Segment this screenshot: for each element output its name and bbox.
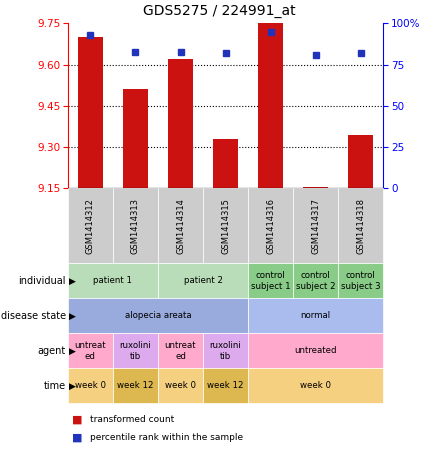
Text: agent: agent	[38, 346, 66, 356]
Bar	[213, 139, 238, 188]
Text: transformed count: transformed count	[90, 414, 174, 424]
Text: ■: ■	[72, 414, 83, 424]
Text: control
subject 2: control subject 2	[296, 271, 336, 291]
Text: untreated: untreated	[294, 347, 337, 356]
Text: ▶: ▶	[69, 312, 76, 320]
Text: ▶: ▶	[69, 276, 76, 285]
Text: time: time	[43, 381, 66, 391]
Text: GDS5275 / 224991_at: GDS5275 / 224991_at	[143, 5, 295, 19]
Text: untreat
ed: untreat ed	[74, 341, 106, 361]
Text: control
subject 1: control subject 1	[251, 271, 290, 291]
Text: GSM1414313: GSM1414313	[131, 198, 140, 254]
Text: control
subject 3: control subject 3	[341, 271, 381, 291]
Text: ▶: ▶	[69, 381, 76, 390]
Text: week 12: week 12	[117, 381, 154, 390]
Text: alopecia areata: alopecia areata	[125, 312, 191, 320]
Bar	[348, 135, 373, 188]
Text: individual: individual	[18, 276, 66, 286]
Bar	[258, 24, 283, 188]
Text: untreat
ed: untreat ed	[165, 341, 196, 361]
Bar	[168, 59, 193, 188]
Text: normal: normal	[300, 312, 331, 320]
Text: week 0: week 0	[300, 381, 331, 390]
Text: patient 1: patient 1	[93, 276, 132, 285]
Bar	[123, 90, 148, 188]
Text: ■: ■	[72, 432, 83, 442]
Text: GSM1414318: GSM1414318	[356, 198, 365, 254]
Text: patient 2: patient 2	[184, 276, 223, 285]
Text: ▶: ▶	[69, 347, 76, 356]
Text: GSM1414316: GSM1414316	[266, 198, 275, 254]
Text: ruxolini
tib: ruxolini tib	[120, 341, 152, 361]
Bar	[303, 187, 328, 188]
Text: GSM1414314: GSM1414314	[176, 198, 185, 254]
Text: week 12: week 12	[207, 381, 244, 390]
Text: ruxolini
tib: ruxolini tib	[210, 341, 241, 361]
Text: percentile rank within the sample: percentile rank within the sample	[90, 433, 243, 442]
Text: disease state: disease state	[0, 311, 66, 321]
Bar	[78, 37, 103, 188]
Text: GSM1414312: GSM1414312	[86, 198, 95, 254]
Text: week 0: week 0	[75, 381, 106, 390]
Text: week 0: week 0	[165, 381, 196, 390]
Text: GSM1414315: GSM1414315	[221, 198, 230, 254]
Text: GSM1414317: GSM1414317	[311, 198, 320, 254]
